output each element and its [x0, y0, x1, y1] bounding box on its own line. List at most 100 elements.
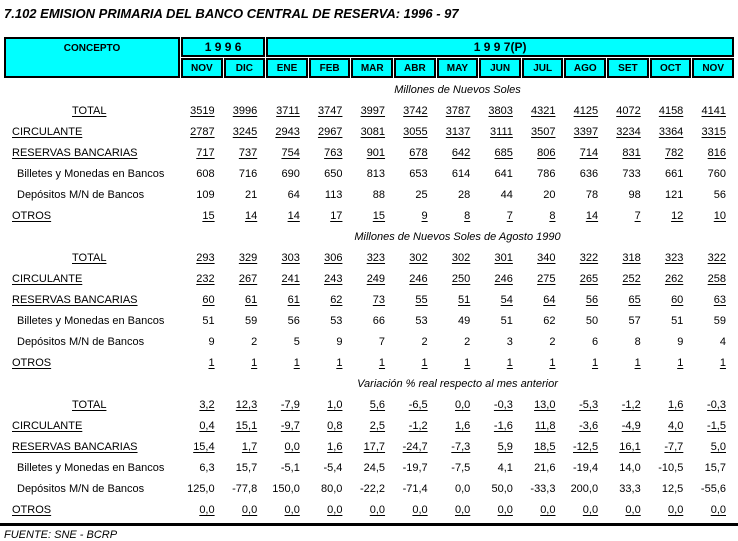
cell-value: 246: [409, 272, 428, 285]
cell-value: 1,0: [327, 398, 343, 411]
cell-value: 243: [324, 272, 343, 285]
cell-value: 8: [464, 209, 471, 222]
table-row: OTROS 1 1 1 1 1 1 1 1 1 1 1 1 1: [4, 352, 734, 373]
cell-value: 754: [281, 146, 300, 159]
cell-value: 0,0: [497, 503, 513, 516]
cell-value: 44: [500, 188, 513, 201]
concept-column-header: CONCEPTO: [4, 37, 180, 78]
cell-value: 0,0: [241, 503, 258, 516]
cell-value: 3234: [616, 125, 641, 138]
cell-value: 15,4: [193, 440, 215, 453]
cell-value: 8: [549, 209, 556, 222]
cell-value: 53: [330, 314, 343, 327]
cell-value: 2943: [275, 125, 300, 138]
cell-value: 250: [451, 272, 471, 285]
cell-value: 275: [537, 272, 556, 285]
cell-value: 51: [500, 314, 513, 327]
cell-value: 690: [281, 167, 300, 180]
cell-value: 763: [324, 146, 343, 159]
month-header-1: DIC: [223, 58, 266, 78]
header-months-row: NOV DIC ENE FEB MAR ABR MAY JUN JUL AGO SET OCT NOV: [4, 58, 734, 78]
cell-value: 3137: [445, 125, 471, 138]
cell-value: 5: [293, 335, 300, 348]
cell-value: 62: [543, 314, 556, 327]
cell-value: 3315: [701, 125, 726, 138]
cell-value: -33,3: [530, 482, 556, 495]
cell-value: 121: [664, 188, 684, 201]
table-row: Billetes y Monedas en Bancos 51 59 56 53 66 53…: [4, 310, 734, 331]
cell-value: 717: [196, 146, 215, 159]
cell-value: 0,0: [327, 503, 343, 516]
cell-value: 20: [543, 188, 556, 201]
row-label: TOTAL: [72, 104, 107, 117]
data-table-nuevos-soles: Millones de Nuevos Soles TOTAL 3519 3996 371…: [3, 79, 735, 226]
cell-value: 716: [238, 167, 258, 180]
cell-value: 25: [415, 188, 428, 201]
cell-value: 813: [366, 167, 386, 180]
cell-value: 6: [591, 335, 599, 348]
cell-value: 322: [579, 251, 599, 264]
cell-value: 0,0: [454, 503, 471, 516]
month-header-10: SET: [607, 58, 649, 78]
cell-value: 7: [634, 209, 641, 222]
cell-value: 3747: [317, 104, 343, 117]
cell-value: 4,1: [497, 461, 513, 474]
row-label: Billetes y Monedas en Bancos: [17, 461, 165, 474]
cell-value: -10,5: [658, 461, 684, 474]
cell-value: 5,0: [710, 440, 726, 453]
cell-value: 15: [202, 209, 215, 222]
month-header-2: ENE: [266, 58, 308, 78]
cell-value: 11,8: [534, 419, 556, 432]
cell-value: 125,0: [187, 482, 215, 495]
source-note: FUENTE: SNE - BCRP: [0, 523, 738, 541]
cell-value: 109: [196, 188, 215, 201]
cell-value: 63: [713, 293, 726, 306]
table-row: TOTAL 3519 3996 3711 3747 3997 3742 3787 3803 432…: [4, 100, 734, 121]
cell-value: 641: [494, 167, 513, 180]
cell-value: 78: [585, 188, 599, 201]
cell-value: 1: [378, 356, 386, 369]
cell-value: -1,6: [493, 419, 513, 432]
cell-value: 2: [464, 335, 471, 348]
cell-value: 241: [281, 272, 300, 285]
row-label: OTROS: [12, 209, 52, 222]
section-heading: Millones de Nuevos Soles de Agosto 1990: [354, 230, 561, 243]
section-heading: Millones de Nuevos Soles: [394, 83, 521, 96]
cell-value: 12,5: [661, 482, 684, 495]
cell-value: 51: [202, 314, 215, 327]
cell-value: 2: [421, 335, 428, 348]
cell-value: 17: [330, 209, 343, 222]
spacer-cell: [4, 373, 180, 394]
cell-value: 3711: [276, 104, 300, 117]
data-table-soles-agosto-1990: Millones de Nuevos Soles de Agosto 1990 T…: [3, 226, 735, 373]
cell-value: 14: [244, 209, 258, 222]
table-row: Depósitos M/N de Bancos 109 21 64 113 88 25 28 4…: [4, 184, 734, 205]
header-year-row: CONCEPTO 1 9 9 6 1 9 9 7(P): [4, 37, 734, 78]
cell-value: 4141: [701, 104, 726, 117]
cell-value: 3803: [488, 104, 513, 117]
cell-value: 14,0: [619, 461, 641, 474]
cell-value: -7,5: [451, 461, 471, 474]
cell-value: 1: [421, 356, 428, 369]
cell-value: 2,5: [369, 419, 386, 432]
cell-value: 0,0: [668, 503, 684, 516]
column-header-table: CONCEPTO 1 9 9 6 1 9 9 7(P) NOV DIC ENE FEB…: [3, 36, 735, 79]
cell-value: 3081: [360, 125, 386, 138]
cell-value: 49: [458, 314, 471, 327]
cell-value: 2: [251, 335, 258, 348]
table-row: RESERVAS BANCARIAS 717 737 754 763 901 678 642 6…: [4, 142, 734, 163]
cell-value: 3245: [232, 125, 258, 138]
cell-value: 0,0: [582, 503, 599, 516]
table-row: CIRCULANTE 232 267 241 243 249 246 250 246 275 265…: [4, 268, 734, 289]
cell-value: 64: [287, 188, 300, 201]
cell-value: 5,6: [369, 398, 386, 411]
cell-value: 0,0: [199, 503, 215, 516]
cell-value: 760: [707, 167, 726, 180]
month-header-8: JUL: [521, 58, 564, 78]
cell-value: 53: [415, 314, 428, 327]
cell-value: 7: [506, 209, 513, 222]
cell-value: -9,7: [280, 419, 300, 432]
cell-value: 782: [664, 146, 684, 159]
cell-value: 318: [622, 251, 641, 264]
